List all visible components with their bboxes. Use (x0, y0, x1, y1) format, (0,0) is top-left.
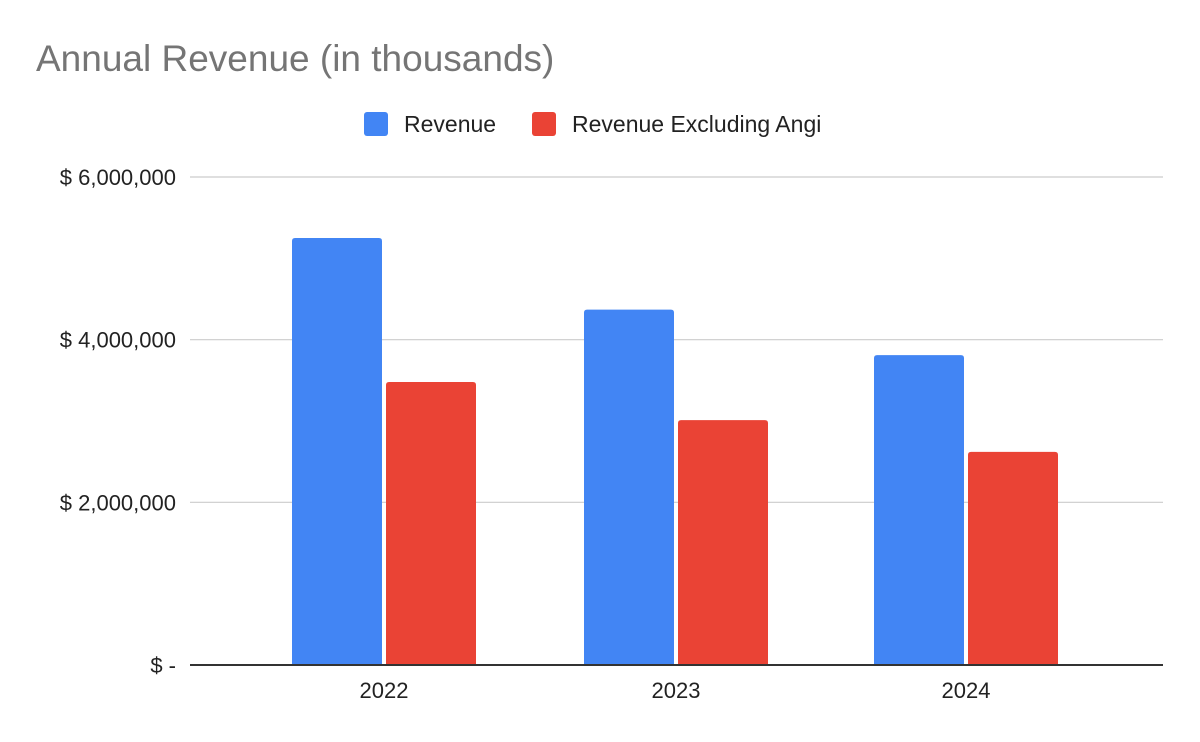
x-axis-tick-labels: 2022 2023 2024 (360, 678, 991, 703)
y-axis-tick-labels: $ - $ 2,000,000 $ 4,000,000 $ 6,000,000 (60, 165, 176, 678)
bar-revenue-2022 (292, 238, 382, 665)
legend-label-revenue: Revenue (404, 110, 497, 137)
x-tick-label-2024: 2024 (942, 678, 991, 703)
bar-revenue-2023 (584, 309, 674, 665)
bar-revenue-2024 (874, 355, 964, 665)
x-tick-label-2023: 2023 (652, 678, 701, 703)
bar-revenue-excluding-angi-2023 (678, 420, 768, 665)
bars (292, 238, 1058, 665)
legend: Revenue Revenue Excluding Angi (0, 108, 1200, 140)
legend-item-revenue-excluding-angi: Revenue Excluding Angi (532, 108, 821, 140)
legend-item-revenue: Revenue (364, 108, 496, 140)
x-tick-label-2022: 2022 (360, 678, 409, 703)
chart-title: Annual Revenue (in thousands) (36, 38, 555, 79)
legend-swatch-revenue (364, 112, 388, 136)
legend-label-revenue-excluding-angi: Revenue Excluding Angi (572, 110, 822, 137)
y-tick-label-4000000: $ 4,000,000 (60, 328, 176, 353)
y-tick-label-6000000: $ 6,000,000 (60, 165, 176, 190)
y-tick-label-0: $ - (150, 653, 176, 678)
legend-swatch-revenue-excluding-angi (532, 112, 556, 136)
bar-revenue-excluding-angi-2024 (968, 451, 1058, 665)
bar-revenue-excluding-angi-2022 (386, 381, 476, 665)
y-tick-label-2000000: $ 2,000,000 (60, 490, 176, 515)
